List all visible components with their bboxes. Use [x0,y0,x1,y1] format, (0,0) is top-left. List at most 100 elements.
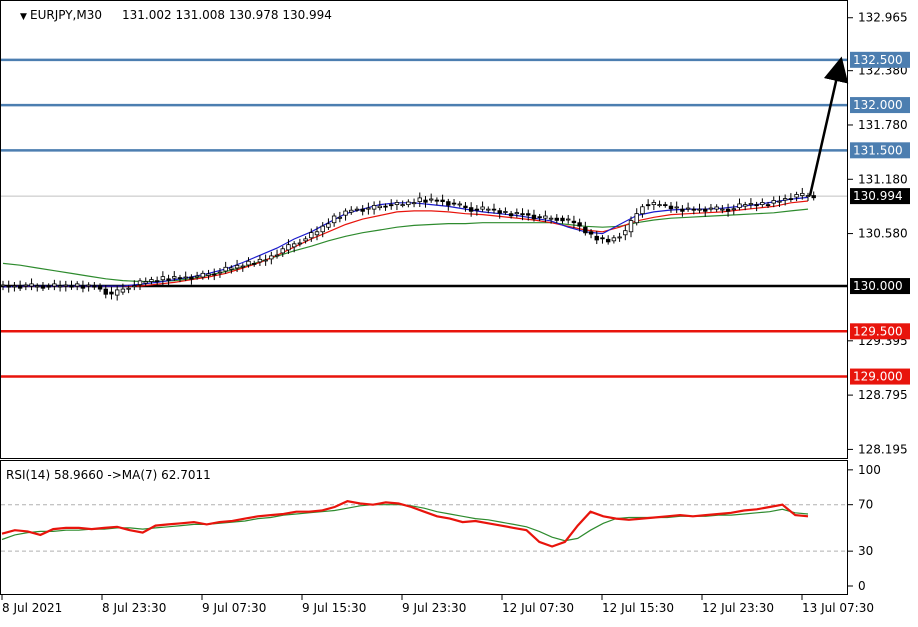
candle-body [40,285,46,289]
candle-body [548,217,554,220]
candle-body [760,202,765,206]
candle-body [194,275,200,278]
candle-body [137,280,143,285]
candle-body [366,207,371,210]
candle-body [212,273,217,276]
candle-body [508,213,514,217]
level-label-box [850,278,910,295]
candle-body [314,231,320,236]
current-price-box [850,188,910,205]
candle-body [663,204,668,207]
candle-body [566,218,571,221]
candle-body [234,264,240,269]
candle-body [645,204,651,207]
candle-body [583,226,588,234]
main-chart-border [0,0,848,459]
candle-body [714,206,719,210]
level-label: 132.000 [853,98,903,112]
candle-body [371,205,377,210]
candle-body [337,216,343,219]
candle-body [440,199,445,202]
candle-body [263,259,268,262]
candle-body [742,204,748,207]
candle-body [291,243,297,248]
candle-body [246,260,251,266]
candle-body [800,192,805,196]
candle-body [0,284,6,287]
candle-body [474,208,480,211]
candle-body [343,210,348,216]
candle-body [788,198,794,200]
level-label-box [850,323,910,340]
candle-body [143,281,148,284]
level-label: 129.500 [853,324,903,338]
candle-body [805,195,811,197]
candle-body [446,201,451,206]
candle-body [12,285,17,288]
candle-body [628,220,634,233]
candle-body [229,267,234,270]
candle-body [468,207,474,212]
level-label-box [850,368,910,385]
y-tick-label: 132.965 [858,11,908,25]
candle-body [423,199,428,203]
candle-body [6,285,11,288]
projection-arrow[interactable] [808,56,849,196]
level-label: 132.500 [853,53,903,67]
candle-body [417,197,422,202]
candle-body [725,208,731,212]
candle-body [114,289,120,296]
candle-body [240,265,245,268]
ma-mid-line [2,200,809,288]
candle-body [297,242,303,245]
candle-body [303,238,308,242]
level-label: 129.000 [853,370,903,384]
rsi-pane-border [0,460,848,595]
x-tick-label: 12 Jul 23:30 [702,601,774,615]
candle-body [537,216,542,219]
candle-body [588,231,594,235]
symbol-marker[interactable]: ▼ [20,12,27,22]
candle-body [651,202,657,206]
candle-body [594,235,599,241]
candle-body [166,278,171,281]
candle-body [97,285,103,290]
candle-body [109,291,114,295]
candle-body [737,203,742,209]
x-tick-label: 12 Jul 15:30 [602,601,674,615]
candle-body [640,206,645,215]
candle-body [160,276,166,281]
candle-body [360,208,365,212]
candle-body [571,220,577,224]
symbol-label: EURJPY,M30 [30,8,102,22]
candle-body [223,266,228,272]
candle-body [52,283,57,287]
candle-body [189,276,194,280]
candle-body [731,208,736,211]
candle-body [80,285,86,289]
candle-body [206,273,211,276]
candle-body [777,200,782,203]
candle-body [703,208,708,212]
candle-body [183,276,188,279]
candle-body [377,205,383,209]
level-label-box [850,142,910,159]
candle-body [149,279,154,282]
candle-body [331,215,337,224]
candle-body [486,208,491,211]
candle-body [428,198,434,201]
x-tick-label: 12 Jul 07:30 [502,601,574,615]
candle-body [605,238,611,243]
candle-body [154,280,160,283]
y-tick-label: 128.795 [858,388,908,402]
candle-body [252,263,257,265]
ma-slow-line [2,208,809,283]
candle-body [217,271,223,274]
rsi-tick-label: 30 [858,544,873,558]
candle-body [623,230,628,236]
x-tick-label: 8 Jul 2021 [2,601,62,615]
candle-body [720,208,725,211]
candle-body [480,206,485,210]
candle-body [600,237,605,240]
